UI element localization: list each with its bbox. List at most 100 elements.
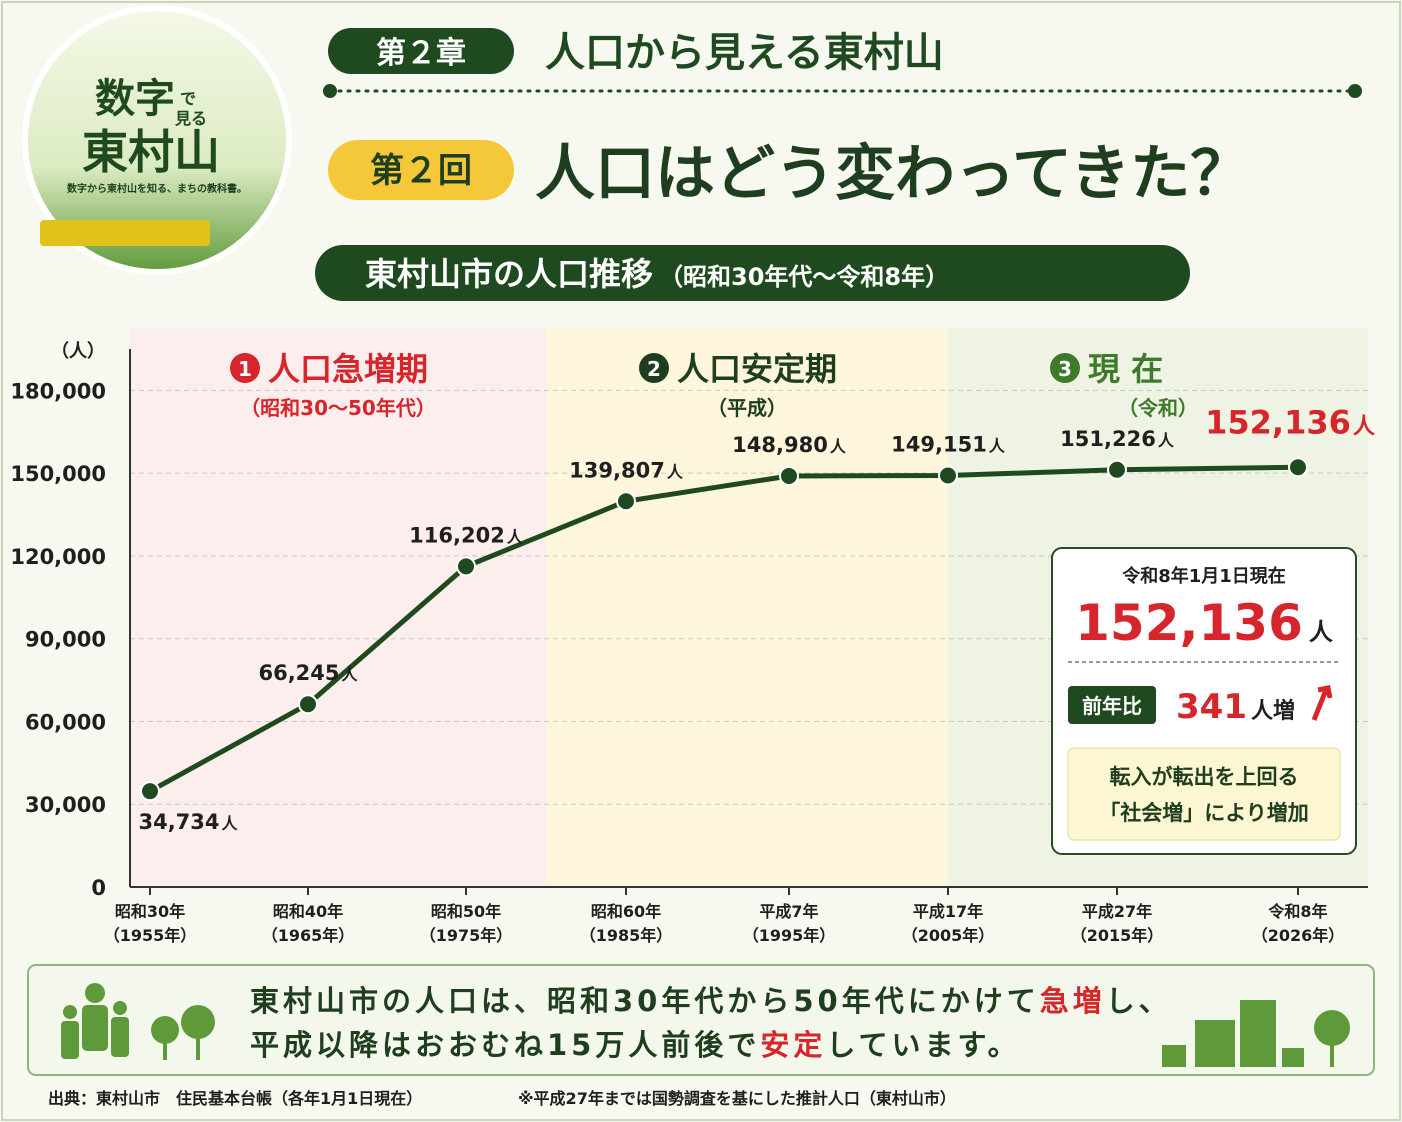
- logo-train: [40, 220, 210, 246]
- x-tick-label: 令和8年: [1267, 902, 1327, 921]
- banner: [315, 245, 1190, 301]
- x-tick-label: 昭和50年: [431, 902, 501, 921]
- logo-tagline: 数字から東村山を知る、まちの教科書。: [67, 182, 247, 195]
- data-label-unit: 人: [507, 527, 524, 546]
- data-label-value: 66,245: [258, 661, 339, 685]
- logo-text: 見る: [174, 109, 207, 128]
- point: [938, 465, 958, 486]
- period-band: [546, 328, 948, 887]
- logo-circle: [22, 5, 292, 275]
- info-value: 152,136 人: [1075, 594, 1333, 652]
- up-arrow: [1311, 685, 1333, 721]
- change-number: 341: [1176, 687, 1247, 727]
- source: 出典：東村山市 住民基本台帳（各年1月1日現在）: [48, 1089, 422, 1108]
- note-box: [1067, 747, 1341, 841]
- compare-label: 前年比: [1082, 694, 1142, 718]
- data-label: 149,151 人: [891, 432, 1006, 456]
- y-tick-label: 90,000: [25, 628, 106, 652]
- y-tick-label: 60,000: [25, 710, 106, 734]
- point: [298, 694, 318, 715]
- episode-badge: [328, 140, 514, 200]
- data-label: 139,807 人: [569, 458, 684, 482]
- info-number: 152,136: [1075, 594, 1303, 652]
- data-label: 152,136人: [1205, 403, 1375, 441]
- summary-segment: 東村山市の人口は、昭和30年代から50年代にかけて: [250, 984, 1040, 1018]
- x-tick-year: （1955年）: [104, 926, 197, 945]
- data-label-value: 34,734: [138, 810, 219, 834]
- x-tick-year: （2005年）: [902, 926, 995, 945]
- x-tick-label: 昭和30年: [115, 902, 185, 921]
- logo-text: で: [180, 89, 196, 108]
- note: 「社会増」により増加: [1099, 801, 1309, 825]
- point: [616, 491, 636, 512]
- period-number: 3: [1058, 357, 1072, 381]
- data-label-unit: 人: [1353, 414, 1375, 439]
- point: [779, 465, 799, 486]
- y-tick-label: 120,000: [10, 545, 106, 569]
- point: [1288, 457, 1308, 478]
- chapter: 第２章: [376, 36, 466, 71]
- note: 転入が転出を上回る: [1110, 765, 1299, 789]
- info-unit: 人: [1309, 618, 1333, 646]
- summary-segment: 安定: [760, 1028, 826, 1062]
- period-sub: （昭和30～50年代）: [240, 396, 436, 420]
- x-tick-year: （1985年）: [580, 926, 673, 945]
- data-label-unit: 人: [342, 665, 359, 684]
- chart: 1 人口急増期 （昭和30～50年代） 2 人口安定期 （平成） 3 現 在 （令和） （人） 0 3…: [10, 328, 1375, 945]
- y-tick-label: 180,000: [10, 379, 106, 403]
- period-number-bg: [230, 353, 260, 383]
- data-label: 148,980 人: [732, 433, 847, 457]
- summary-segment: 急増: [1040, 984, 1106, 1018]
- period-title: 現 在: [1088, 350, 1163, 388]
- summary-line: 平成以降はおおむね15万人前後で安定しています。: [250, 1028, 1021, 1062]
- summary-box: [27, 964, 1375, 1076]
- data-label-value: 149,151: [891, 432, 987, 456]
- x-tick-label: 平成7年: [759, 902, 818, 921]
- info-date: 令和8年1月1日現在: [1121, 565, 1286, 587]
- y-tick-label: 0: [91, 876, 106, 900]
- x-tick-label: 平成27年: [1082, 902, 1152, 921]
- data-label-value: 139,807: [569, 458, 665, 482]
- period-sub: （令和）: [1118, 396, 1198, 420]
- data-label-unit: 人: [1158, 431, 1175, 450]
- logo-title: 東村山: [82, 125, 220, 179]
- data-label-value: 152,136: [1205, 403, 1351, 441]
- banner-main: 東村山市の人口推移: [365, 255, 653, 293]
- data-label-unit: 人: [222, 814, 239, 833]
- x-tick-year: （1995年）: [743, 926, 836, 945]
- data-label: 116,202 人: [409, 523, 524, 547]
- period-number-bg: [1050, 353, 1080, 383]
- data-label-value: 151,226: [1060, 427, 1156, 451]
- y-unit-label: （人）: [51, 341, 105, 362]
- point: [1107, 459, 1127, 480]
- x-tick-year: （1975年）: [420, 926, 513, 945]
- x-tick-label: 昭和60年: [591, 902, 661, 921]
- summary-line: 東村山市の人口は、昭和30年代から50年代にかけて急増し、: [250, 984, 1172, 1018]
- line: [148, 464, 1299, 794]
- period-band: [130, 328, 546, 887]
- data-label-value: 116,202: [409, 523, 505, 547]
- people-icons: [61, 983, 215, 1060]
- data-label-unit: 人: [989, 436, 1006, 455]
- divider-dot: [323, 84, 337, 98]
- x-tick-year: （1965年）: [262, 926, 355, 945]
- divider-dot: [1348, 84, 1362, 98]
- source-note: ※平成27年までは国勢調査を基にした推計人口（東村山市）: [518, 1089, 956, 1108]
- info-change: 341 人増: [1176, 687, 1295, 727]
- banner-title: 東村山市の人口推移 （昭和30年代～令和8年）: [365, 255, 949, 293]
- x-tick-year: （2015年）: [1071, 926, 1164, 945]
- x-tick-label: 昭和40年: [273, 902, 343, 921]
- data-label-unit: 人: [667, 462, 684, 481]
- period-title: 人口安定期: [677, 350, 837, 388]
- x-tick-year: （2026年）: [1252, 926, 1345, 945]
- chapter-badge: [328, 28, 514, 74]
- chapter-title: 人口から見える東村山: [545, 30, 944, 76]
- summary-segment: しています。: [826, 1028, 1020, 1062]
- y-tick-label: 30,000: [25, 793, 106, 817]
- data-label-value: 148,980: [732, 433, 828, 457]
- logo-title: 数字: [95, 76, 175, 122]
- period-number: 2: [647, 357, 661, 381]
- data-label: 34,734 人: [138, 810, 238, 834]
